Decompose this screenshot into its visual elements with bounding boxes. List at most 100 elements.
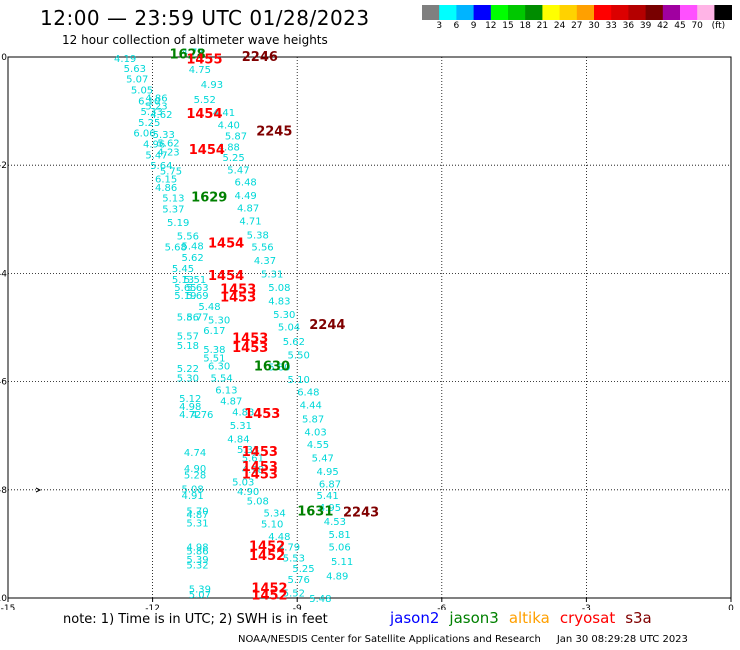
colorbar-swatch <box>473 5 492 20</box>
colorbar-swatch <box>490 5 509 20</box>
colorbar-label: (ft) <box>711 21 726 31</box>
colorbar-label: 39 <box>639 21 652 31</box>
pass-time-label: 1631 <box>297 504 333 519</box>
wave-height-label: 5.80 <box>268 362 290 373</box>
colorbar-swatch <box>697 5 715 20</box>
wave-height-label: 6.15 <box>155 175 177 186</box>
wave-height-label: 5.30 <box>273 310 295 321</box>
pass-time-label: 1454 <box>186 107 222 122</box>
pass-time-label: 1454 <box>208 269 244 284</box>
pass-time-label: 1453 <box>242 468 278 483</box>
lon-tick-label: -9 <box>293 604 302 610</box>
wave-height-label: 6.87 <box>319 479 341 490</box>
wave-height-label: 5.12 <box>179 394 201 405</box>
wave-height-label: 5.48 <box>309 594 331 605</box>
pass-time-label: 1452 <box>251 581 287 596</box>
lat-tick-label: -2 <box>0 161 7 171</box>
wave-height-label: 5.31 <box>186 518 208 529</box>
wave-height-label: 5.56 <box>251 242 273 253</box>
wave-height-label: 5.18 <box>177 341 199 352</box>
pass-time-label: 1453 <box>220 291 256 306</box>
colorbar-swatch <box>456 5 475 20</box>
wave-height-label: 5.08 <box>182 485 204 496</box>
lat-tick-label: 0 <box>1 53 7 63</box>
wave-height-label: 4.48 <box>268 532 290 543</box>
wave-height-label: 5.22 <box>177 364 199 375</box>
wave-height-label: 5.33 <box>237 445 259 456</box>
wave-height-label: 5.23 <box>145 102 167 113</box>
colorbar-swatch <box>542 5 561 20</box>
wave-height-label: 5.33 <box>141 107 163 118</box>
wave-height-label: 4.96 <box>143 140 165 151</box>
wave-height-label: 5.63 <box>186 283 208 294</box>
colorbar-label: 45 <box>674 21 686 31</box>
wave-height-label: 5.03 <box>232 478 254 489</box>
wave-height-label: 5.13 <box>172 275 194 286</box>
wave-height-label: 5.06 <box>329 543 351 554</box>
wave-height-label: 5.81 <box>329 530 351 541</box>
wave-height-label: 4.41 <box>213 108 235 119</box>
wave-height-label: 5.25 <box>138 118 160 129</box>
wave-height-label: 5.57 <box>177 332 199 343</box>
pass-time-label: 1454 <box>189 143 225 158</box>
wave-height-label: 5.76 <box>288 575 310 586</box>
wave-height-label: 4.98 <box>242 465 264 476</box>
wave-height-label: 5.39 <box>189 584 211 595</box>
wave-height-label: 5.52 <box>194 95 216 106</box>
colorbar-swatch <box>680 5 698 20</box>
lat-tick-label: -10 <box>0 594 7 604</box>
colorbar-swatch <box>662 5 681 20</box>
pass-time-label: 2243 <box>343 506 379 521</box>
colorbar-swatch <box>714 5 732 20</box>
wave-height-label: 4.86 <box>155 183 177 194</box>
wave-height-label: 5.52 <box>283 589 305 600</box>
wave-height-label: 5.25 <box>292 564 314 575</box>
colorbar-label: 15 <box>502 21 514 31</box>
credit-text: NOAA/NESDIS Center for Satellite Applica… <box>238 634 541 645</box>
pass-time-label: 1629 <box>191 191 227 206</box>
wave-height-label: 5.28 <box>184 471 206 482</box>
wave-height-label: 4.86 <box>145 94 167 105</box>
pass-time-label: 1628 <box>169 47 205 62</box>
pass-time-label: 1453 <box>244 407 280 422</box>
wave-height-label: 5.48 <box>198 302 220 313</box>
wave-height-label: 5.13 <box>162 194 184 205</box>
pass-time-label: 1452 <box>249 549 285 564</box>
wave-height-label: 5.07 <box>189 590 211 601</box>
wave-height-label: 4.74 <box>184 448 206 459</box>
colorbar-swatch <box>525 5 543 20</box>
wave-height-label: 5.31 <box>230 421 252 432</box>
wave-height-label: 5.50 <box>288 351 310 362</box>
wave-height-label: 4.90 <box>184 464 206 475</box>
wave-height-label: 5.61 <box>242 453 264 464</box>
wave-height-label: 5.34 <box>263 509 285 520</box>
colorbar-swatch <box>508 5 526 20</box>
wave-height-label: 4.55 <box>307 440 329 451</box>
lat-tick-label: -4 <box>0 269 7 279</box>
wave-height-label: 5.47 <box>145 150 167 161</box>
wave-height-label: 5.07 <box>126 75 148 86</box>
wave-height-label: 4.37 <box>254 256 276 267</box>
wave-height-label: 5.19 <box>167 218 189 229</box>
lon-tick-label: -3 <box>582 604 591 610</box>
colorbar-label: 36 <box>622 21 635 31</box>
colorbar-label: 3 <box>436 21 443 31</box>
satellite-legend-s3a: s3a <box>625 609 652 627</box>
wave-height-label: 5.30 <box>208 315 230 326</box>
pass-time-label: 1453 <box>232 341 268 356</box>
wave-height-label: 5.62 <box>182 253 204 264</box>
wave-height-label: 5.47 <box>227 166 249 177</box>
wave-height-label: 4.98 <box>186 543 208 554</box>
wave-height-label: 4.83 <box>232 407 254 418</box>
colorbar-label: 9 <box>470 21 477 31</box>
wave-height-label: 5.63 <box>124 64 146 75</box>
wave-height-label: 4.77 <box>182 48 204 59</box>
wave-height-label: 4.88 <box>218 142 240 153</box>
pass-time-label: 1453 <box>220 283 256 298</box>
wave-height-label: 5.75 <box>160 167 182 178</box>
wave-height-label: 4.91 <box>182 491 204 502</box>
wave-height-label: 5.87 <box>302 414 324 425</box>
wave-height-label: 6.13 <box>215 386 237 397</box>
page-subtitle: 12 hour collection of altimeter wave hei… <box>62 33 328 47</box>
wave-height-label: 4.53 <box>324 517 346 528</box>
